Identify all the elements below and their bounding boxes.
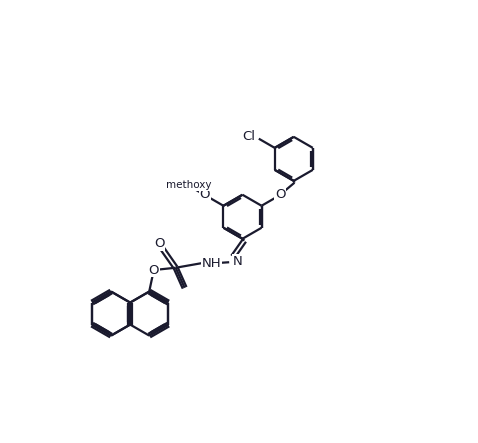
Text: O: O xyxy=(154,237,164,250)
Text: O: O xyxy=(149,264,159,276)
Text: NH: NH xyxy=(202,257,222,270)
Text: Cl: Cl xyxy=(242,130,255,144)
Text: N: N xyxy=(233,255,243,268)
Text: O: O xyxy=(275,188,285,201)
Text: O: O xyxy=(200,188,210,201)
Text: methoxy: methoxy xyxy=(166,180,212,190)
